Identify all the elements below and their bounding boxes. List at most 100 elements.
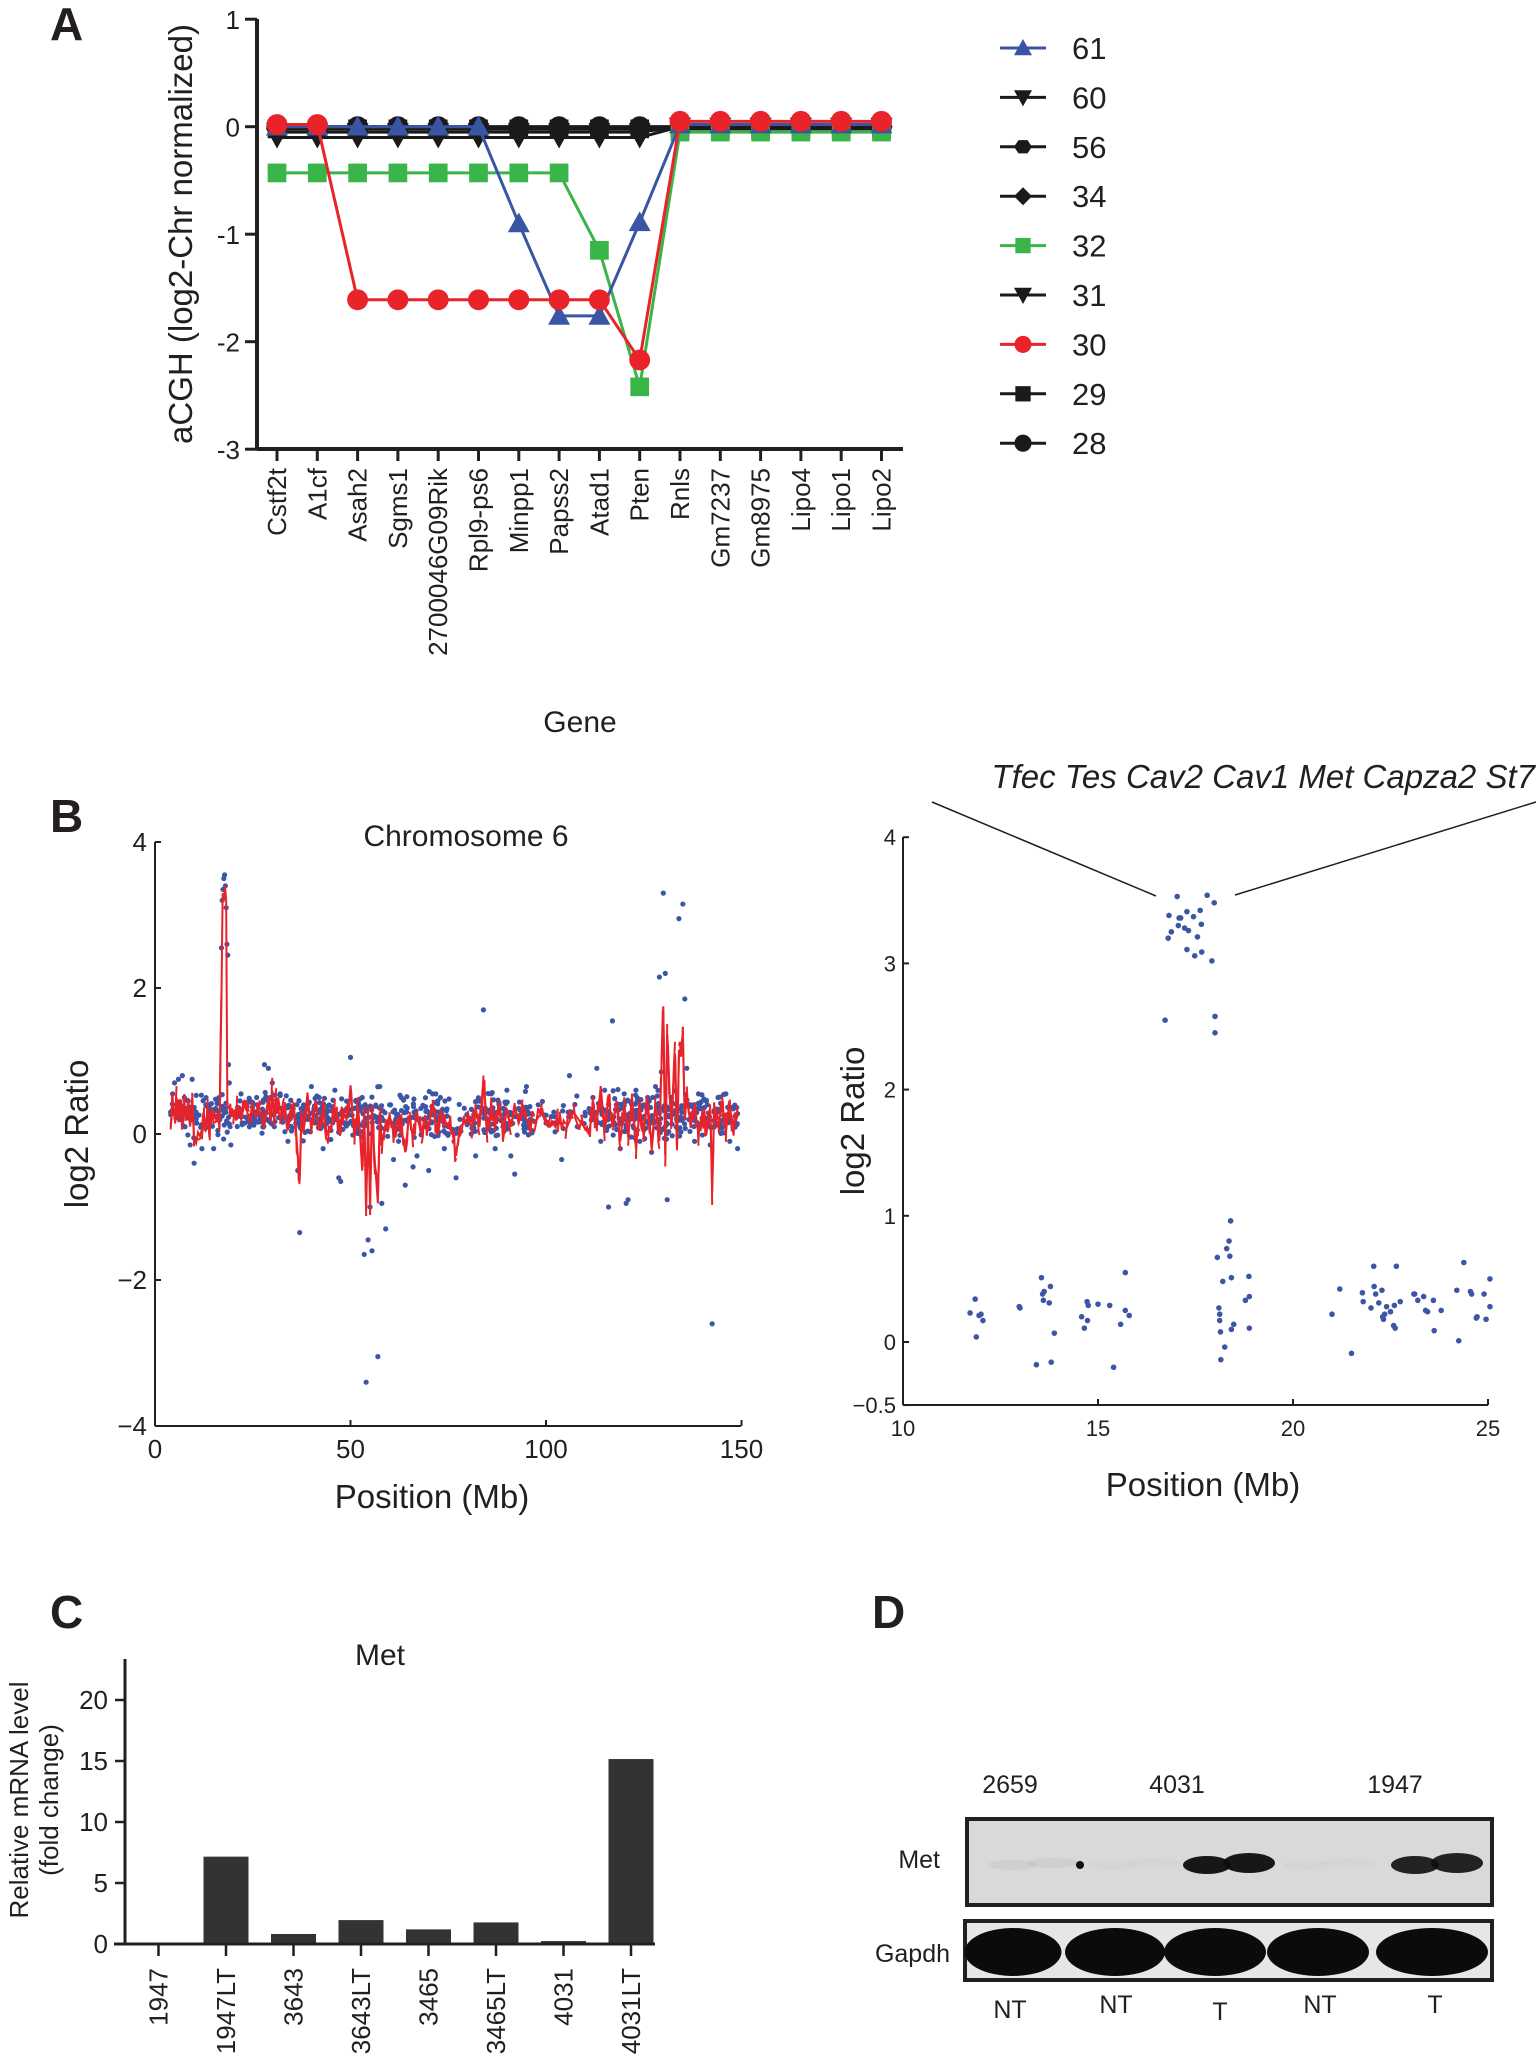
panel-b-left-point xyxy=(615,1086,621,1093)
panel-b-left-point xyxy=(414,1153,420,1159)
panel-b-left-point xyxy=(680,901,686,907)
panel-b-left-point xyxy=(308,1083,314,1090)
panel-b-left-point xyxy=(656,974,662,980)
panel-b-left-point xyxy=(277,1091,283,1097)
panel-b-left-segment-piece xyxy=(623,1097,630,1138)
panel-b-left-point xyxy=(398,1094,404,1101)
panel-a-point-32 xyxy=(348,163,367,183)
panel-c-bar-3643 xyxy=(271,1933,316,1944)
panel-b-right-point xyxy=(1242,1297,1249,1304)
panel-b-left-point xyxy=(610,1132,616,1138)
panel-a-gene-label: Rnls xyxy=(665,468,695,520)
panel-b-left-point xyxy=(679,1117,685,1124)
panel-b-left-segment-piece xyxy=(717,1101,723,1134)
panel-b-left-point xyxy=(225,1114,232,1120)
panel-b-left-segment-piece xyxy=(451,1130,458,1163)
panel-b-left-segment-piece xyxy=(580,1114,590,1134)
panel-b-right-point xyxy=(1392,1325,1398,1331)
panel-a-gene-label: 2700046G09Rik xyxy=(423,467,453,656)
panel-b-right-point xyxy=(1468,1291,1475,1297)
panel-b-zoom-plot: Tfec Tes Cav2 Cav1 Met Capza2 St7 43210−… xyxy=(834,758,1537,1503)
panel-b-left-point xyxy=(691,1123,697,1130)
panel-b-left-segment-piece xyxy=(173,1086,178,1124)
panel-b-left-point xyxy=(185,1132,191,1138)
panel-c-bar-chart: Met 0 5 10 15 20 1947 1947LT 3643 3643LT 3465 346… xyxy=(4,1639,655,2054)
panel-c-y-tick-label: 20 xyxy=(79,1685,108,1715)
panel-b-left-segment-piece xyxy=(490,1101,497,1132)
panel-b-left-point xyxy=(655,1087,661,1093)
panel-b-left-segment-piece xyxy=(388,1114,395,1142)
panel-b-left-point xyxy=(500,1105,506,1111)
panel-a-point-32 xyxy=(630,377,650,397)
panel-c-x-tick-label: 4031LT xyxy=(616,1968,646,2054)
panel-b-left-point xyxy=(224,1129,230,1135)
blot-sample-label-1947: 1947 xyxy=(1367,1771,1423,1799)
panel-b-right-point xyxy=(1184,908,1190,915)
panel-b-left-y-tick-label: −2 xyxy=(117,1265,147,1295)
panel-b-left-segment-piece xyxy=(369,1111,374,1216)
panel-c-y-axis-title-line1: Relative mRNA level xyxy=(4,1682,34,1919)
panel-b-right-point xyxy=(1474,1313,1480,1320)
panel-b-left-point xyxy=(598,1138,604,1144)
panel-b-left-segment-piece xyxy=(236,1105,243,1120)
legend-label: 34 xyxy=(1072,179,1106,214)
panel-a-point-32 xyxy=(307,163,327,183)
panel-b-left-segment-piece xyxy=(263,1105,270,1128)
panel-b-left-point xyxy=(514,1132,520,1138)
legend-item-61: 61 xyxy=(1000,31,1106,66)
panel-c-y-tick-label: 0 xyxy=(94,1929,108,1959)
panel-b-right-y-tick-label: −0.5 xyxy=(853,1393,896,1418)
panel-b-left-point xyxy=(296,1098,302,1104)
panel-b-right-point xyxy=(1370,1263,1377,1270)
panel-b-left-segment-piece xyxy=(494,1107,500,1125)
panel-b-left-segment-piece xyxy=(556,1111,567,1133)
panel-b-left-point xyxy=(262,1089,268,1096)
panel-a-line-chart: 1 0 -1 -2 -3 Cstf2t A1cf Asah2 Sgms1 2700046G09R… xyxy=(162,5,1106,739)
panel-b-left-segment-piece xyxy=(666,1034,673,1121)
panel-b-left-segment-piece xyxy=(283,1102,289,1131)
panel-b-left-point xyxy=(650,1094,656,1101)
panel-b-right-point xyxy=(1376,1300,1382,1306)
panel-a-gene-label: Pten xyxy=(625,468,655,522)
panel-b-left-point xyxy=(551,1109,557,1115)
panel-c-x-ticks: 1947 1947LT 3643 3643LT 3465 3465LT 4031 4031LT xyxy=(144,1944,646,2054)
panel-b-left-point xyxy=(418,1105,424,1112)
legend-item-31: 31 xyxy=(1000,278,1106,313)
panel-b-left-point xyxy=(362,1103,369,1109)
panel-b-left-point xyxy=(609,1018,616,1024)
panel-b-left-segment-piece xyxy=(210,1107,215,1121)
panel-b-left-segment-piece xyxy=(318,1099,325,1131)
panel-b-right-point xyxy=(1211,900,1218,906)
panel-b-right-point xyxy=(1081,1325,1088,1331)
panel-b-left-point xyxy=(441,1146,447,1152)
panel-b-left-point xyxy=(678,1129,684,1135)
panel-b-right-point xyxy=(1481,1291,1487,1297)
panel-b-left-point xyxy=(410,1164,416,1170)
panel-c-bar-3465 xyxy=(406,1929,451,1944)
panel-b-left-segment-piece xyxy=(269,1077,274,1122)
panel-b-right-point xyxy=(1084,1317,1091,1324)
panel-b-left-point xyxy=(221,1136,227,1142)
legend-item-30: 30 xyxy=(1000,327,1106,362)
panel-b-left-point xyxy=(377,1083,383,1090)
panel-a-point-30 xyxy=(306,114,328,135)
panel-b-left-point xyxy=(457,1116,463,1122)
panel-a-y-axis-title: aCGH (log2-Chr normalized) xyxy=(162,24,199,444)
panel-b-left-segment-piece xyxy=(326,1124,332,1144)
panel-b-right-point xyxy=(1095,1301,1101,1307)
panel-b-left-point xyxy=(383,1226,389,1232)
panel-b-right-y-tick-label: 4 xyxy=(884,825,896,850)
panel-b-right-point xyxy=(1040,1297,1047,1304)
blot-gapdh-band xyxy=(1065,1928,1165,1976)
panel-b-left-segment-piece xyxy=(541,1107,551,1129)
panel-a-point-32 xyxy=(267,163,287,183)
panel-b-left-point xyxy=(516,1105,522,1112)
panel-b-left-point xyxy=(324,1109,330,1115)
blot-gapdh-band xyxy=(1267,1928,1369,1976)
panel-b-left-segment-piece xyxy=(549,1108,559,1131)
panel-c-x-tick-label: 3465LT xyxy=(481,1968,511,2054)
panel-b-left-point xyxy=(404,1105,410,1111)
panel-b-right-y-tick-label: 3 xyxy=(884,951,896,976)
panel-b-left-segment-piece xyxy=(337,1106,344,1137)
panel-b-right-point xyxy=(1329,1311,1335,1318)
